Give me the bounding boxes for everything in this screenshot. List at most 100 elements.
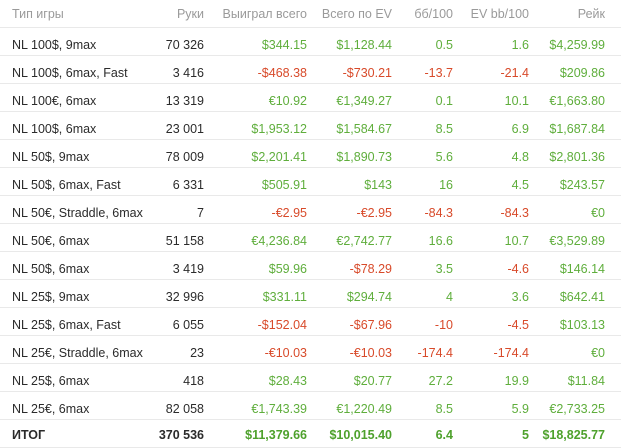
- cell-rake: €2,733.25: [549, 401, 605, 416]
- cell-ev-bb100: 5.9: [511, 401, 529, 416]
- column-header-won[interactable]: Выиграл всего: [222, 6, 307, 21]
- cell-bb100: 8.5: [435, 401, 453, 416]
- total-bb100: 6.4: [435, 427, 453, 442]
- cell-won: -€10.03: [264, 345, 307, 360]
- cell-won: €10.92: [268, 93, 307, 108]
- cell-hands: 3 416: [172, 65, 204, 80]
- cell-won: $505.91: [261, 177, 307, 192]
- cell-game-type: NL 100$, 9max: [12, 37, 97, 52]
- cell-bb100: 16: [439, 177, 453, 192]
- cell-hands: 70 326: [165, 37, 204, 52]
- cell-ev: $294.74: [346, 289, 392, 304]
- cell-hands: 6 055: [172, 317, 204, 332]
- table-row[interactable]: NL 50$, 6max, Fast 6 331 $505.91 $143 16 4.5 $…: [0, 168, 621, 196]
- table-row[interactable]: NL 100$, 9max 70 326 $344.15 $1,128.44 0.5 1.…: [0, 28, 621, 56]
- cell-rake: €0: [591, 345, 605, 360]
- cell-hands: 51 158: [165, 233, 204, 248]
- cell-rake: €0: [591, 205, 605, 220]
- total-hands: 370 536: [158, 427, 204, 442]
- table-row[interactable]: NL 50€, 6max 51 158 €4,236.84 €2,742.77 16.6…: [0, 224, 621, 252]
- cell-bb100: 4: [446, 289, 453, 304]
- cell-bb100: 5.6: [435, 149, 453, 164]
- cell-rake: $4,259.99: [549, 37, 605, 52]
- cell-ev: €1,349.27: [336, 93, 392, 108]
- table-row[interactable]: NL 100$, 6max, Fast 3 416 -$468.38 -$730.21…: [0, 56, 621, 84]
- total-label: ИТОГ: [12, 427, 46, 442]
- table-row[interactable]: NL 25$, 9max 32 996 $331.11 $294.74 4 3.6 $642…: [0, 280, 621, 308]
- cell-won: $2,201.41: [251, 149, 307, 164]
- table-row[interactable]: NL 100$, 6max 23 001 $1,953.12 $1,584.67 8.5…: [0, 112, 621, 140]
- cell-rake: $103.13: [559, 317, 605, 332]
- cell-ev: €2,742.77: [336, 233, 392, 248]
- column-header-ev-bb100[interactable]: EV bb/100: [470, 6, 529, 21]
- cell-game-type: NL 100$, 6max: [12, 121, 97, 136]
- cell-ev: $143: [364, 177, 392, 192]
- cell-hands: 23 001: [165, 121, 204, 136]
- cell-hands: 82 058: [165, 401, 204, 416]
- column-header-bb100[interactable]: бб/100: [414, 6, 453, 21]
- cell-hands: 32 996: [165, 289, 204, 304]
- cell-won: $1,953.12: [251, 121, 307, 136]
- table-row[interactable]: NL 25$, 6max 418 $28.43 $20.77 27.2 19.9 $11.8…: [0, 364, 621, 392]
- table-row[interactable]: NL 50$, 6max 3 419 $59.96 -$78.29 3.5 -4.6 $14…: [0, 252, 621, 280]
- cell-bb100: -13.7: [424, 65, 454, 80]
- cell-won: $28.43: [268, 373, 307, 388]
- total-won: $11,379.66: [245, 427, 307, 442]
- column-header-rake[interactable]: Рейк: [577, 6, 605, 21]
- cell-ev: $1,584.67: [336, 121, 392, 136]
- cell-game-type: NL 100€, 6max: [12, 93, 97, 108]
- cell-hands: 6 331: [172, 177, 204, 192]
- column-header-game-type[interactable]: Тип игры: [12, 6, 64, 21]
- cell-bb100: -84.3: [424, 205, 454, 220]
- table-row[interactable]: NL 100€, 6max 13 319 €10.92 €1,349.27 0.1 10.…: [0, 84, 621, 112]
- cell-won: $59.96: [268, 261, 307, 276]
- cell-won: $344.15: [261, 37, 307, 52]
- cell-bb100: -10: [434, 317, 453, 332]
- cell-ev: -$67.96: [349, 317, 392, 332]
- cell-game-type: NL 25$, 6max: [12, 373, 90, 388]
- cell-game-type: NL 50$, 6max, Fast: [12, 177, 121, 192]
- cell-ev: €1,220.49: [336, 401, 392, 416]
- table-row[interactable]: NL 25$, 6max, Fast 6 055 -$152.04 -$67.96 -1…: [0, 308, 621, 336]
- cell-won: -$152.04: [257, 317, 307, 332]
- cell-game-type: NL 25€, 6max: [12, 401, 90, 416]
- total-ev-bb100: 5: [522, 427, 529, 442]
- table-row[interactable]: NL 25€, Straddle, 6max 23 -€10.03 -€10.03 -1…: [0, 336, 621, 364]
- cell-ev-bb100: 3.6: [511, 289, 529, 304]
- cell-ev-bb100: 4.8: [511, 149, 529, 164]
- cell-ev-bb100: 6.9: [511, 121, 529, 136]
- table-row[interactable]: NL 50$, 9max 78 009 $2,201.41 $1,890.73 5.6 4…: [0, 140, 621, 168]
- column-header-ev[interactable]: Всего по EV: [321, 6, 392, 21]
- cell-won: -€2.95: [271, 205, 307, 220]
- table-body: NL 100$, 9max 70 326 $344.15 $1,128.44 0.5 1.…: [0, 28, 621, 420]
- cell-ev-bb100: -21.4: [500, 65, 530, 80]
- cell-hands: 13 319: [165, 93, 204, 108]
- cell-ev: -€2.95: [356, 205, 392, 220]
- total-rake: $18,825.77: [542, 427, 605, 442]
- cell-ev-bb100: -84.3: [500, 205, 530, 220]
- column-header-hands[interactable]: Руки: [176, 6, 204, 21]
- cell-rake: $11.84: [567, 373, 605, 388]
- cell-hands: 7: [197, 205, 204, 220]
- cell-rake: $642.41: [559, 289, 605, 304]
- cell-bb100: 27.2: [428, 373, 453, 388]
- cell-ev: $1,890.73: [336, 149, 392, 164]
- total-ev: $10,015.40: [329, 427, 392, 442]
- table-header: Тип игры Руки Выиграл всего Всего по EV …: [0, 0, 621, 28]
- cell-ev: -$730.21: [342, 65, 392, 80]
- cell-bb100: -174.4: [417, 345, 453, 360]
- table-row[interactable]: NL 50€, Straddle, 6max 7 -€2.95 -€2.95 -84.3…: [0, 196, 621, 224]
- table-total-row: ИТОГ 370 536 $11,379.66 $10,015.40 6.4 5…: [0, 420, 621, 448]
- cell-rake: €1,663.80: [549, 93, 605, 108]
- cell-bb100: 0.5: [435, 37, 453, 52]
- cell-won: -$468.38: [257, 65, 307, 80]
- cell-bb100: 0.1: [435, 93, 453, 108]
- cell-bb100: 3.5: [435, 261, 453, 276]
- cell-hands: 23: [190, 345, 204, 360]
- cell-ev: -$78.29: [349, 261, 392, 276]
- cell-ev-bb100: -4.5: [507, 317, 529, 332]
- table-row[interactable]: NL 25€, 6max 82 058 €1,743.39 €1,220.49 8.5 5…: [0, 392, 621, 420]
- cell-ev-bb100: 10.7: [504, 233, 529, 248]
- cell-game-type: NL 100$, 6max, Fast: [12, 65, 128, 80]
- cell-ev-bb100: -4.6: [507, 261, 529, 276]
